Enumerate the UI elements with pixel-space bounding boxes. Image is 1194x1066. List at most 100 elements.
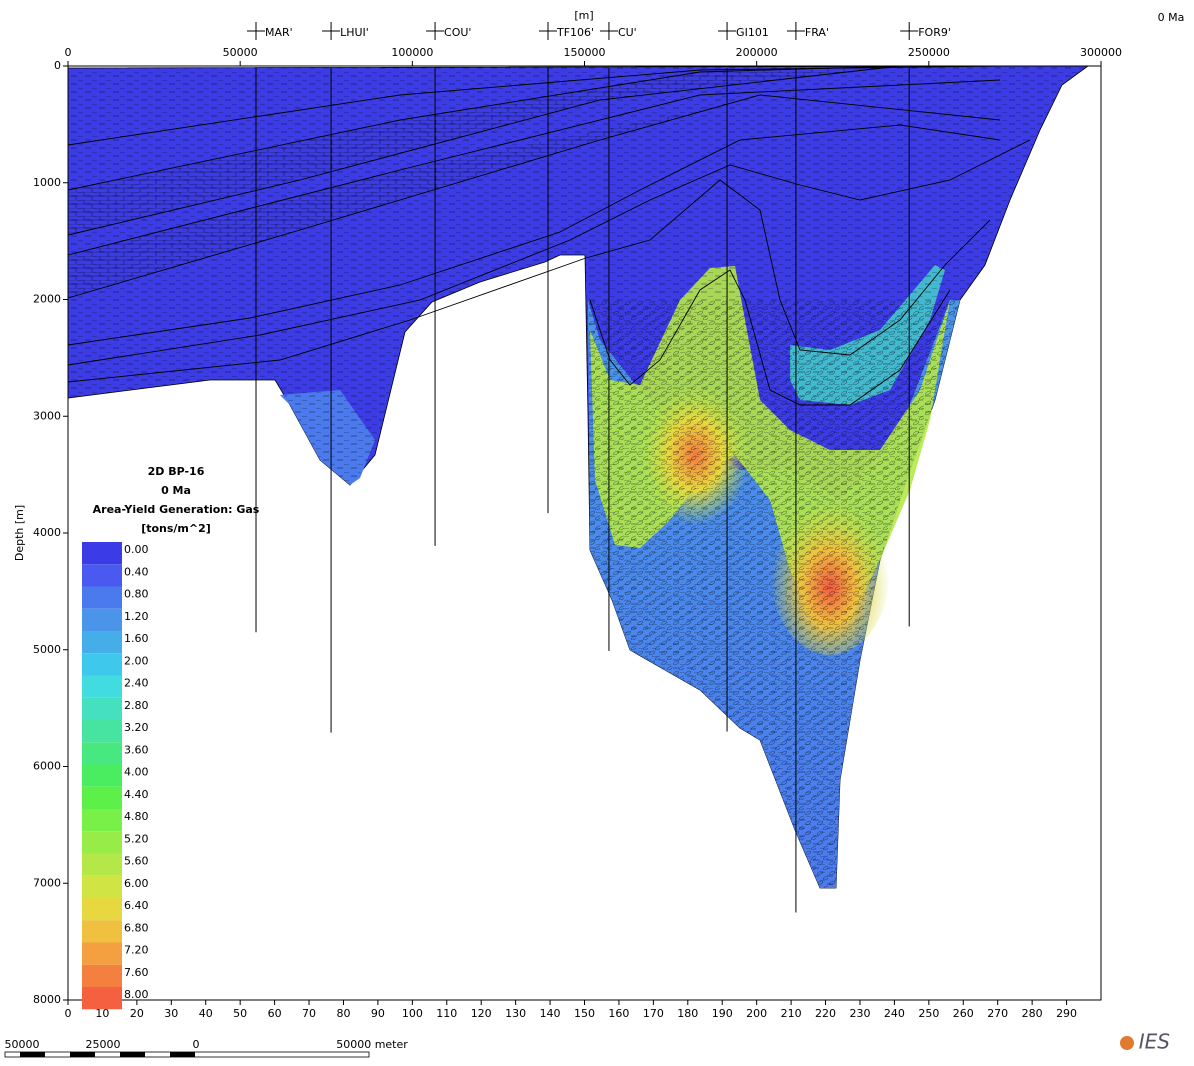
- y-tick-label: 6000: [33, 760, 61, 773]
- bottom-tick-label: 200: [746, 1007, 767, 1020]
- legend-label: 2.80: [124, 699, 149, 712]
- legend-label: 1.60: [124, 632, 149, 645]
- y-tick-label: 3000: [33, 409, 61, 422]
- y-tick-label: 4000: [33, 526, 61, 539]
- y-tick-label: 2000: [33, 293, 61, 306]
- well-name: CU': [618, 26, 637, 39]
- legend-label: 4.00: [124, 766, 149, 779]
- bottom-tick-label: 80: [336, 1007, 350, 1020]
- legend-swatch: [82, 653, 122, 676]
- bottom-tick-label: 170: [643, 1007, 664, 1020]
- legend-swatch: [82, 586, 122, 609]
- x-tick-label: 100000: [391, 46, 433, 59]
- bottom-tick-label: 160: [608, 1007, 629, 1020]
- bottom-tick-label: 70: [302, 1007, 316, 1020]
- bottom-tick-label: 230: [849, 1007, 870, 1020]
- section: [67, 65, 1090, 889]
- legend-label: 5.60: [124, 855, 149, 868]
- well-name: COU': [444, 26, 471, 39]
- well-name: LHUI': [340, 26, 369, 39]
- legend-swatch: [82, 898, 122, 921]
- bottom-tick-label: 120: [471, 1007, 492, 1020]
- oval-texture: [585, 300, 965, 888]
- scale-bar: [4, 1051, 370, 1058]
- logo: IES: [1139, 1030, 1171, 1054]
- top-axis-label: [m]: [574, 9, 593, 22]
- y-tick-label: 8000: [33, 993, 61, 1006]
- x-tick-label: 50000: [223, 46, 258, 59]
- legend-title: 2D BP-16: [148, 465, 205, 478]
- legend-title: [tons/m^2]: [141, 522, 211, 535]
- legend-swatch: [82, 964, 122, 987]
- legend-label: 7.60: [124, 966, 149, 979]
- logo-icon: [1120, 1036, 1134, 1050]
- legend-label: 4.40: [124, 788, 149, 801]
- legend-swatch: [82, 920, 122, 943]
- legend-swatch: [82, 764, 122, 787]
- bottom-tick-label: 250: [918, 1007, 939, 1020]
- bottom-tick-label: 40: [199, 1007, 213, 1020]
- legend-swatch: [82, 853, 122, 876]
- bottom-tick-label: 0: [65, 1007, 72, 1020]
- y-tick-label: 1000: [33, 176, 61, 189]
- y-axis-label: Depth [m]: [13, 505, 26, 561]
- legend-label: 0.40: [124, 565, 149, 578]
- legend-label: 8.00: [124, 988, 149, 1001]
- legend-label: 6.40: [124, 899, 149, 912]
- scale-label: 25000: [86, 1038, 121, 1051]
- legend-label: 5.20: [124, 832, 149, 845]
- legend-swatch: [82, 675, 122, 698]
- bottom-tick-label: 240: [884, 1007, 905, 1020]
- bottom-tick-label: 220: [815, 1007, 836, 1020]
- bottom-tick-label: 140: [540, 1007, 561, 1020]
- legend-label: 1.20: [124, 610, 149, 623]
- legend-swatch: [82, 631, 122, 654]
- bottom-tick-label: 30: [164, 1007, 178, 1020]
- well-name: TF106': [556, 26, 594, 39]
- x-tick-label: 150000: [564, 46, 606, 59]
- legend-swatch: [82, 542, 122, 565]
- legend-label: 2.00: [124, 654, 149, 667]
- legend-title: 0 Ma: [161, 484, 191, 497]
- bottom-tick-label: 20: [130, 1007, 144, 1020]
- legend-swatch: [82, 608, 122, 631]
- bottom-tick-label: 90: [371, 1007, 385, 1020]
- time-label: 0 Ma: [1158, 11, 1185, 24]
- bottom-tick-label: 10: [95, 1007, 109, 1020]
- legend-swatch: [82, 831, 122, 854]
- scale-label: 50000 meter: [336, 1038, 408, 1051]
- bottom-tick-label: 60: [268, 1007, 282, 1020]
- legend-swatch: [82, 720, 122, 743]
- legend-label: 3.20: [124, 721, 149, 734]
- x-tick-label: 250000: [908, 46, 950, 59]
- x-tick-label: 300000: [1080, 46, 1122, 59]
- bottom-tick-label: 190: [712, 1007, 733, 1020]
- bottom-tick-label: 280: [1022, 1007, 1043, 1020]
- scale-label: 50000: [5, 1038, 40, 1051]
- bottom-tick-label: 150: [574, 1007, 595, 1020]
- bottom-tick-label: 50: [233, 1007, 247, 1020]
- y-tick-label: 7000: [33, 876, 61, 889]
- x-tick-label: 200000: [736, 46, 778, 59]
- legend-swatch: [82, 942, 122, 965]
- well-name: FRA': [805, 26, 829, 39]
- well-name: FOR9': [918, 26, 951, 39]
- legend-label: 4.80: [124, 810, 149, 823]
- legend-label: 6.80: [124, 921, 149, 934]
- bottom-tick-label: 130: [505, 1007, 526, 1020]
- horizons: [67, 65, 1031, 406]
- scale-label: 0: [193, 1038, 200, 1051]
- well-name: GI101: [736, 26, 769, 39]
- legend-label: 0.80: [124, 588, 149, 601]
- bottom-tick-label: 260: [953, 1007, 974, 1020]
- legend-label: 3.60: [124, 743, 149, 756]
- legend-swatch: [82, 875, 122, 898]
- y-tick-label: 0: [54, 59, 61, 72]
- legend-label: 2.40: [124, 677, 149, 690]
- legend-title: Area-Yield Generation: Gas: [93, 503, 260, 516]
- legend-label: 7.20: [124, 944, 149, 957]
- bottom-tick-label: 210: [781, 1007, 802, 1020]
- legend-swatch: [82, 697, 122, 720]
- legend-swatch: [82, 742, 122, 765]
